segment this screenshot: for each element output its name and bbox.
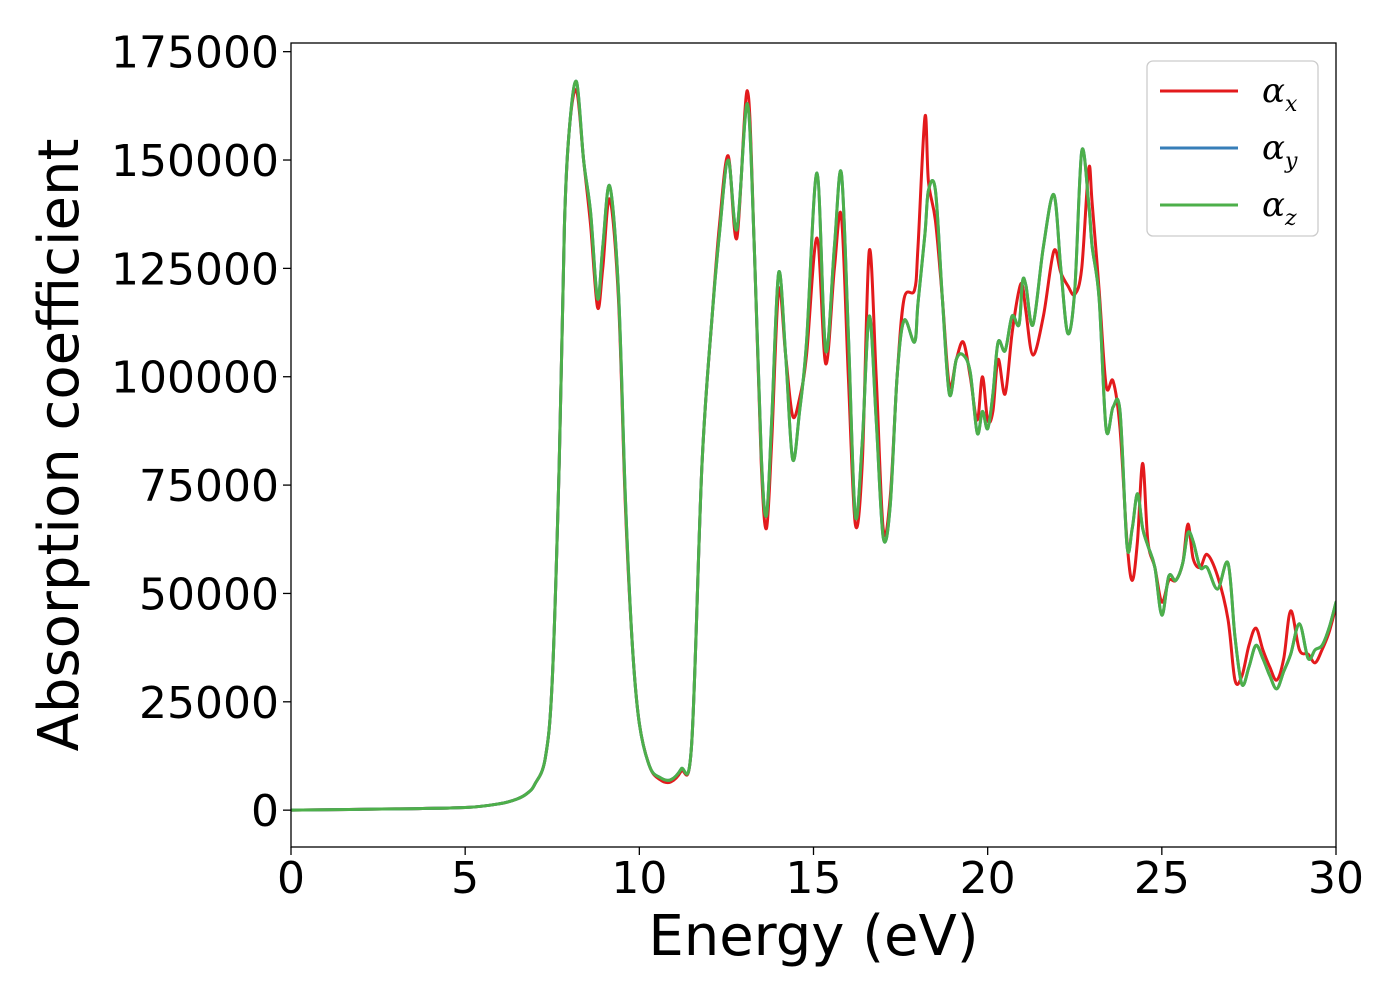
series-line-z: [291, 79, 1336, 812]
legend-label-x: αx: [1262, 71, 1298, 117]
y-tick-label: 50000: [139, 569, 279, 620]
y-tick-label: 75000: [139, 461, 279, 512]
y-tick-label: 100000: [111, 353, 279, 404]
legend-label-base: α: [1262, 128, 1285, 168]
x-axis-ticks: 0 5 10 15 20 25 30: [277, 847, 1364, 904]
x-tick-label: 30: [1308, 853, 1364, 904]
y-tick-label: 125000: [111, 244, 279, 295]
legend-label-y: αy: [1262, 128, 1298, 174]
series-layer: [291, 79, 1336, 812]
x-axis-title: Energy (eV): [648, 904, 978, 969]
legend-label-base: α: [1262, 71, 1285, 111]
x-tick-label: 0: [277, 853, 305, 904]
y-axis-title: Absorption coefficient: [27, 139, 92, 752]
y-tick-label: 175000: [111, 28, 279, 79]
x-tick-label: 25: [1134, 853, 1190, 904]
x-tick-label: 20: [960, 853, 1016, 904]
x-tick-label: 10: [611, 853, 667, 904]
legend-label-subscript: z: [1284, 206, 1297, 231]
legend-label-base: α: [1262, 185, 1285, 225]
y-tick-label: 150000: [111, 136, 279, 187]
y-tick-label: 0: [251, 786, 279, 837]
y-axis-ticks: 0 25000 50000 75000 100000 125000 150000 175000: [111, 28, 291, 837]
legend-label-z: αz: [1262, 185, 1297, 231]
legend-label-subscript: y: [1284, 149, 1298, 174]
legend-label-subscript: x: [1285, 92, 1298, 117]
x-tick-label: 15: [786, 853, 842, 904]
y-tick-label: 25000: [139, 678, 279, 729]
x-tick-label: 5: [451, 853, 479, 904]
